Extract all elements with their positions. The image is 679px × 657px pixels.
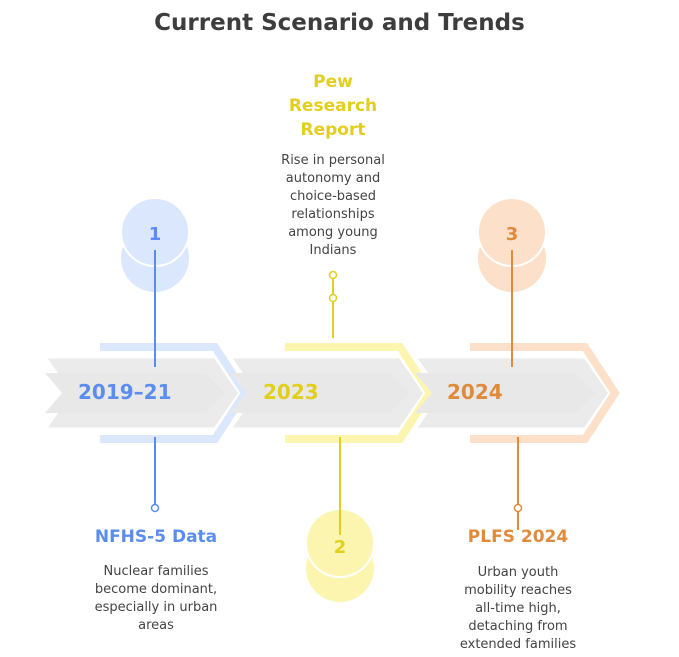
chevron-orange [470,343,620,443]
heading-line: Pew [313,72,353,92]
description-line: extended families [459,637,577,652]
milestone-heading-2: Pew Research Report [270,70,396,142]
connector-1 [150,250,160,513]
year-label-1: 2019–21 [78,380,172,404]
description-line: Indians [309,243,357,258]
connector-3 [511,250,523,530]
diagram-title: Current Scenario and Trends [154,10,525,36]
description-line: autonomy and [285,171,381,186]
heading-line: Report [300,120,366,140]
description-line: all-time high, [475,601,561,616]
chevron-blue [100,343,250,443]
milestone-number-1: 1 [148,224,162,245]
milestone-heading-3: PLFS 2024 [467,527,569,547]
timeline-band-front [45,373,595,413]
milestone-description-3: Urban youth mobility reaches all-time hi… [433,564,603,654]
milestone-heading-1: NFHS-5 Data [94,527,218,547]
description-line: relationships [291,207,375,222]
year-label-2: 2023 [263,380,319,404]
description-line: among young [288,225,378,240]
description-line: become dominant, [94,582,218,597]
year-label-3: 2024 [447,380,503,404]
description-line: mobility reaches [464,583,572,598]
description-line: areas [138,618,174,633]
milestone-number-3: 3 [505,224,519,245]
milestone-description-1: Nuclear families become dominant, especi… [71,563,241,635]
chevron-yellow [285,343,435,443]
description-line: detaching from [468,619,568,634]
description-line: especially in urban [94,600,218,615]
connector-2 [328,270,341,535]
milestone-description-2: Rise in personal autonomy and choice-bas… [253,152,413,260]
milestone-circle-2 [305,508,375,602]
description-line: Urban youth [477,565,559,580]
heading-line: Research [288,96,378,116]
milestone-circle-1 [120,197,190,292]
description-line: Rise in personal [281,153,385,168]
description-line: choice-based [289,189,377,204]
description-line: Nuclear families [103,564,209,579]
milestone-number-2: 2 [333,537,347,558]
